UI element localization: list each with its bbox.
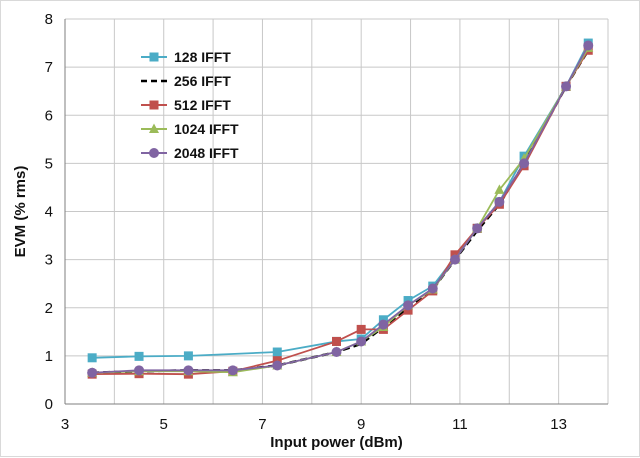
data-point-square — [149, 52, 159, 62]
series-1024-ifft — [87, 42, 594, 377]
data-point-circle — [272, 360, 283, 371]
data-point-circle — [227, 365, 238, 376]
series-2048-ifft — [87, 40, 594, 378]
legend-label: 2048 IFFT — [174, 145, 239, 161]
x-tick-label: 7 — [258, 416, 266, 433]
data-point-circle — [183, 365, 194, 376]
data-point-circle — [561, 81, 572, 92]
legend-label: 1024 IFFT — [174, 121, 239, 137]
legend-label: 512 IFFT — [174, 97, 231, 113]
data-point-square — [272, 347, 282, 357]
data-point-square — [332, 336, 341, 346]
data-point-circle — [356, 336, 367, 347]
data-point-circle — [134, 365, 145, 376]
data-point-circle — [583, 40, 594, 51]
y-tick-label: 6 — [45, 107, 53, 124]
data-point-circle — [331, 347, 342, 358]
data-point-circle — [403, 300, 414, 311]
x-axis-title: Input power (dBm) — [270, 434, 402, 451]
x-tick-label: 13 — [550, 416, 567, 433]
series-line — [92, 45, 590, 374]
data-point-circle — [519, 158, 530, 169]
y-tick-label: 4 — [45, 204, 53, 221]
data-point-circle — [149, 148, 159, 158]
grid-lines — [65, 18, 609, 404]
data-point-circle — [87, 367, 98, 378]
axes — [64, 19, 608, 405]
data-point-square — [87, 353, 97, 363]
legend-item: 2048 IFFT — [141, 145, 239, 161]
data-point-circle — [378, 319, 389, 330]
y-tick-label: 2 — [45, 300, 53, 317]
data-point-square — [183, 351, 193, 361]
data-point-triangle — [149, 123, 159, 133]
x-tick-label: 9 — [357, 416, 365, 433]
y-tick-label: 3 — [45, 252, 53, 269]
legend: 128 IFFT 256 IFFT 512 IFFT 1024 IFFT 2048 IF… — [141, 49, 239, 161]
y-tick-label: 0 — [45, 396, 53, 413]
data-point-circle — [449, 254, 460, 265]
data-point-square — [134, 351, 144, 361]
series-group — [87, 38, 594, 379]
data-point-circle — [472, 223, 483, 234]
y-tick-label: 5 — [45, 155, 53, 172]
legend-label: 256 IFFT — [174, 73, 231, 89]
x-tick-label: 11 — [452, 416, 468, 433]
legend-item: 128 IFFT — [141, 49, 231, 65]
data-point-circle — [494, 196, 505, 207]
y-tick-label: 7 — [45, 59, 53, 76]
legend-item: 512 IFFT — [141, 97, 231, 113]
legend-item: 1024 IFFT — [141, 121, 239, 137]
legend-item: 256 IFFT — [141, 73, 231, 89]
x-tick-label: 5 — [160, 416, 168, 433]
legend-label: 128 IFFT — [174, 49, 231, 65]
series-line — [92, 42, 590, 359]
y-tick-label: 1 — [45, 348, 53, 365]
data-point-triangle — [494, 184, 505, 194]
data-point-square — [356, 324, 366, 334]
y-tick-label: 8 — [45, 11, 53, 28]
data-point-square — [149, 100, 159, 110]
y-axis-title: EVM (% rms) — [12, 166, 29, 258]
tick-labels: 3 5 7 9 11 13 0 1 2 3 4 5 6 7 8 — [45, 11, 567, 433]
x-tick-label: 3 — [61, 416, 69, 433]
series-line — [92, 47, 590, 374]
data-point-circle — [427, 283, 438, 294]
series-line — [92, 49, 590, 376]
